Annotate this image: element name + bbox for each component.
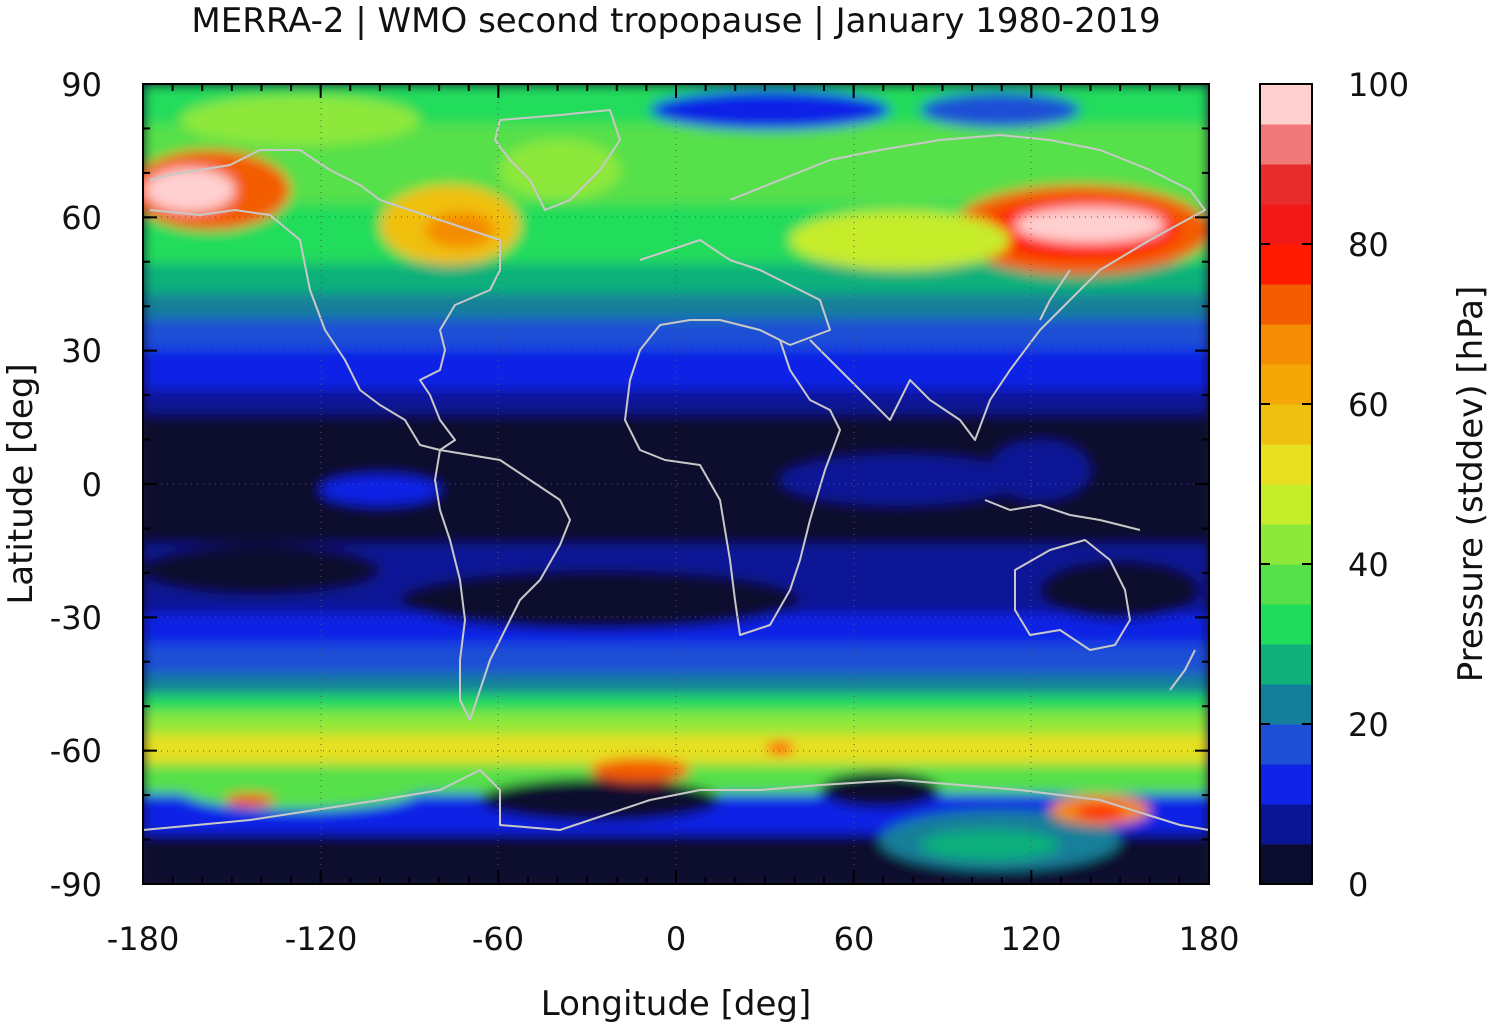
colorbar-label: Pressure (stddev) [hPa] — [1451, 286, 1491, 682]
coastlines — [143, 109, 1209, 831]
axis-ticks — [142, 83, 1210, 885]
x-axis-label: Longitude [deg] — [541, 984, 812, 1024]
colorbar-level — [1260, 324, 1312, 365]
x-tick-label: -60 — [472, 920, 524, 958]
y-tick-label: -90 — [50, 866, 102, 904]
colorbar-tick-label: 100 — [1348, 66, 1409, 104]
colorbar-tick-label: 60 — [1348, 386, 1389, 424]
colorbar-level — [1260, 644, 1312, 685]
y-tick-label: 0 — [82, 466, 102, 504]
y-tick-label: 60 — [61, 199, 102, 237]
colorbar-level — [1260, 564, 1312, 605]
heatmap-field — [143, 84, 1209, 884]
coastline-new-zealand — [1169, 649, 1196, 691]
colorbar-level — [1260, 724, 1312, 765]
coastline-north-america — [149, 149, 501, 451]
colorbar-tick-labels: 100 80 60 40 20 0 — [1348, 66, 1409, 904]
colorbar-level — [1260, 684, 1312, 725]
coastline-maritime-continent — [984, 499, 1141, 531]
chart-title: MERRA-2 | WMO second tropopause | Januar… — [191, 1, 1160, 41]
colorbar-level — [1260, 804, 1312, 845]
x-tick-label: 0 — [666, 920, 686, 958]
colorbar-ticks — [1260, 83, 1312, 885]
y-axis-tick-labels: 90 60 30 0 -30 -60 -90 — [50, 66, 102, 904]
x-tick-label: -120 — [285, 920, 358, 958]
colorbar-level — [1260, 524, 1312, 565]
y-tick-label: 90 — [61, 66, 102, 104]
colorbar-level — [1260, 204, 1312, 245]
colorbar-level — [1260, 244, 1312, 285]
colorbar — [1260, 84, 1312, 885]
colorbar-level — [1260, 404, 1312, 445]
colorbar-frame — [1259, 83, 1313, 885]
coastline-australia — [1014, 539, 1131, 651]
coastline-greenland — [494, 109, 621, 211]
colorbar-tick-label: 0 — [1348, 866, 1368, 904]
x-tick-label: 120 — [1000, 920, 1061, 958]
x-tick-label: 180 — [1178, 920, 1239, 958]
coastline-antarctica — [143, 769, 1209, 831]
x-axis-tick-labels: -180 -120 -60 0 60 120 180 — [107, 920, 1240, 958]
colorbar-level — [1260, 84, 1312, 125]
y-axis-label: Latitude [deg] — [1, 363, 41, 604]
colorbar-level — [1260, 444, 1312, 485]
coastline-japan — [1039, 269, 1071, 321]
x-tick-label: -180 — [107, 920, 180, 958]
colorbar-tick-label: 20 — [1348, 706, 1389, 744]
coastline-south-america — [434, 449, 571, 721]
colorbar-level — [1260, 844, 1312, 885]
colorbar-level — [1260, 764, 1312, 805]
y-tick-label: 30 — [61, 332, 102, 370]
colorbar-level — [1260, 164, 1312, 205]
colorbar-level — [1260, 364, 1312, 405]
y-tick-label: -30 — [50, 599, 102, 637]
colorbar-level — [1260, 604, 1312, 645]
colorbar-level — [1260, 124, 1312, 165]
colorbar-level — [1260, 484, 1312, 525]
coastline-asia — [729, 134, 1206, 441]
y-tick-label: -60 — [50, 732, 102, 770]
colorbar-level — [1260, 284, 1312, 325]
x-tick-label: 60 — [834, 920, 875, 958]
colorbar-tick-label: 80 — [1348, 226, 1389, 264]
coastline-europe-africa — [624, 239, 841, 636]
colorbar-tick-label: 40 — [1348, 546, 1389, 584]
gridlines — [143, 84, 1209, 884]
